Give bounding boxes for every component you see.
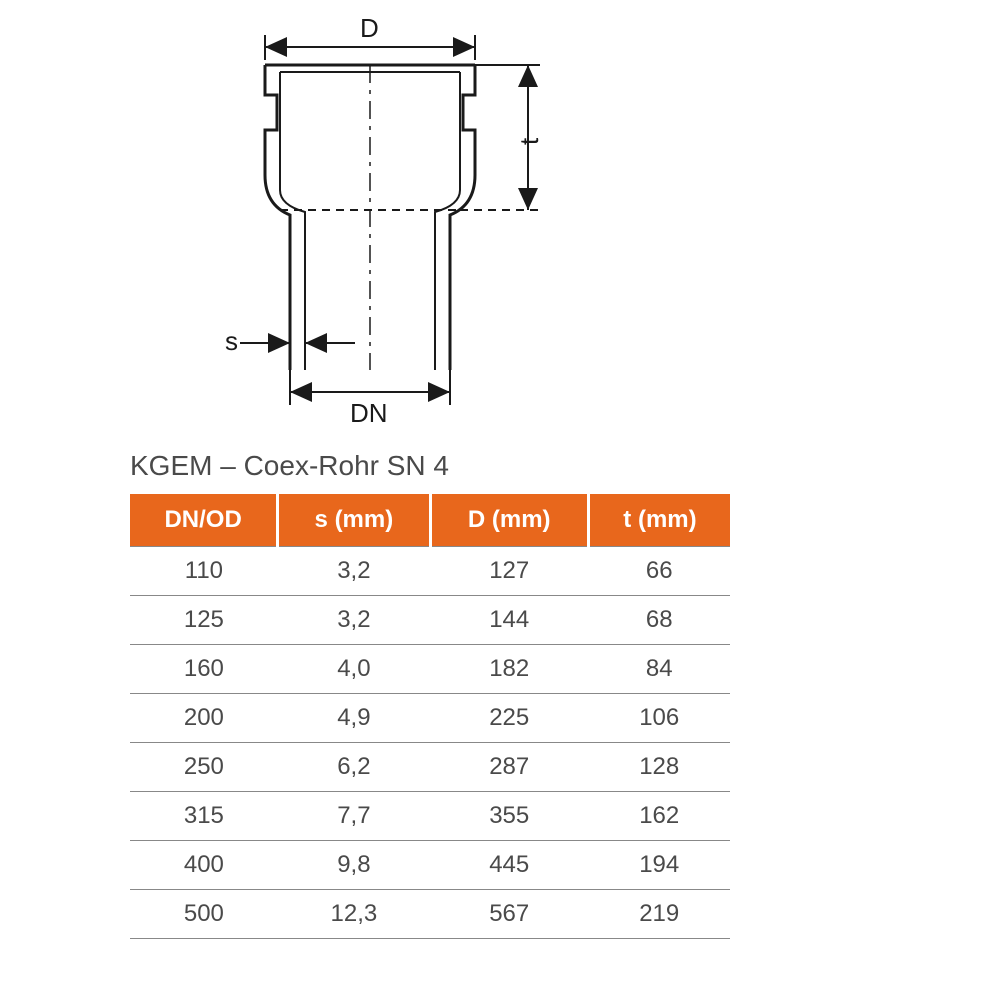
table-cell: 219 [588, 890, 730, 939]
table-cell: 125 [130, 596, 278, 645]
table-header-cell: t (mm) [588, 494, 730, 547]
table-cell: 400 [130, 841, 278, 890]
pipe-diagram: D t s DN [170, 10, 670, 430]
table-title: KGEM – Coex-Rohr SN 4 [130, 450, 730, 482]
table-cell: 7,7 [278, 792, 430, 841]
dim-label-s: s [225, 326, 238, 356]
table-cell: 445 [430, 841, 588, 890]
table-cell: 500 [130, 890, 278, 939]
dim-label-D: D [360, 13, 379, 43]
table-cell: 315 [130, 792, 278, 841]
table-cell: 3,2 [278, 547, 430, 596]
dim-label-DN: DN [350, 398, 388, 428]
table-cell: 144 [430, 596, 588, 645]
table-row: 2506,2287128 [130, 743, 730, 792]
table-row: 1103,212766 [130, 547, 730, 596]
table-cell: 182 [430, 645, 588, 694]
table-cell: 128 [588, 743, 730, 792]
table-cell: 4,9 [278, 694, 430, 743]
table-cell: 66 [588, 547, 730, 596]
table-cell: 225 [430, 694, 588, 743]
table-cell: 106 [588, 694, 730, 743]
table-cell: 200 [130, 694, 278, 743]
table-cell: 3,2 [278, 596, 430, 645]
table-row: 1604,018284 [130, 645, 730, 694]
spec-table: DN/ODs (mm)D (mm)t (mm) 1103,2127661253,… [130, 494, 730, 939]
table-row: 4009,8445194 [130, 841, 730, 890]
table-cell: 355 [430, 792, 588, 841]
dim-label-t: t [514, 137, 544, 145]
table-header-cell: s (mm) [278, 494, 430, 547]
table-cell: 12,3 [278, 890, 430, 939]
table-header-cell: D (mm) [430, 494, 588, 547]
table-row: 1253,214468 [130, 596, 730, 645]
table-cell: 287 [430, 743, 588, 792]
table-cell: 4,0 [278, 645, 430, 694]
table-cell: 567 [430, 890, 588, 939]
table-cell: 6,2 [278, 743, 430, 792]
table-cell: 162 [588, 792, 730, 841]
table-row: 3157,7355162 [130, 792, 730, 841]
table-cell: 84 [588, 645, 730, 694]
table-cell: 68 [588, 596, 730, 645]
table-cell: 127 [430, 547, 588, 596]
table-header-cell: DN/OD [130, 494, 278, 547]
spec-table-container: KGEM – Coex-Rohr SN 4 DN/ODs (mm)D (mm)t… [130, 450, 730, 939]
table-row: 50012,3567219 [130, 890, 730, 939]
table-cell: 9,8 [278, 841, 430, 890]
table-row: 2004,9225106 [130, 694, 730, 743]
table-cell: 160 [130, 645, 278, 694]
table-cell: 110 [130, 547, 278, 596]
table-cell: 194 [588, 841, 730, 890]
table-cell: 250 [130, 743, 278, 792]
